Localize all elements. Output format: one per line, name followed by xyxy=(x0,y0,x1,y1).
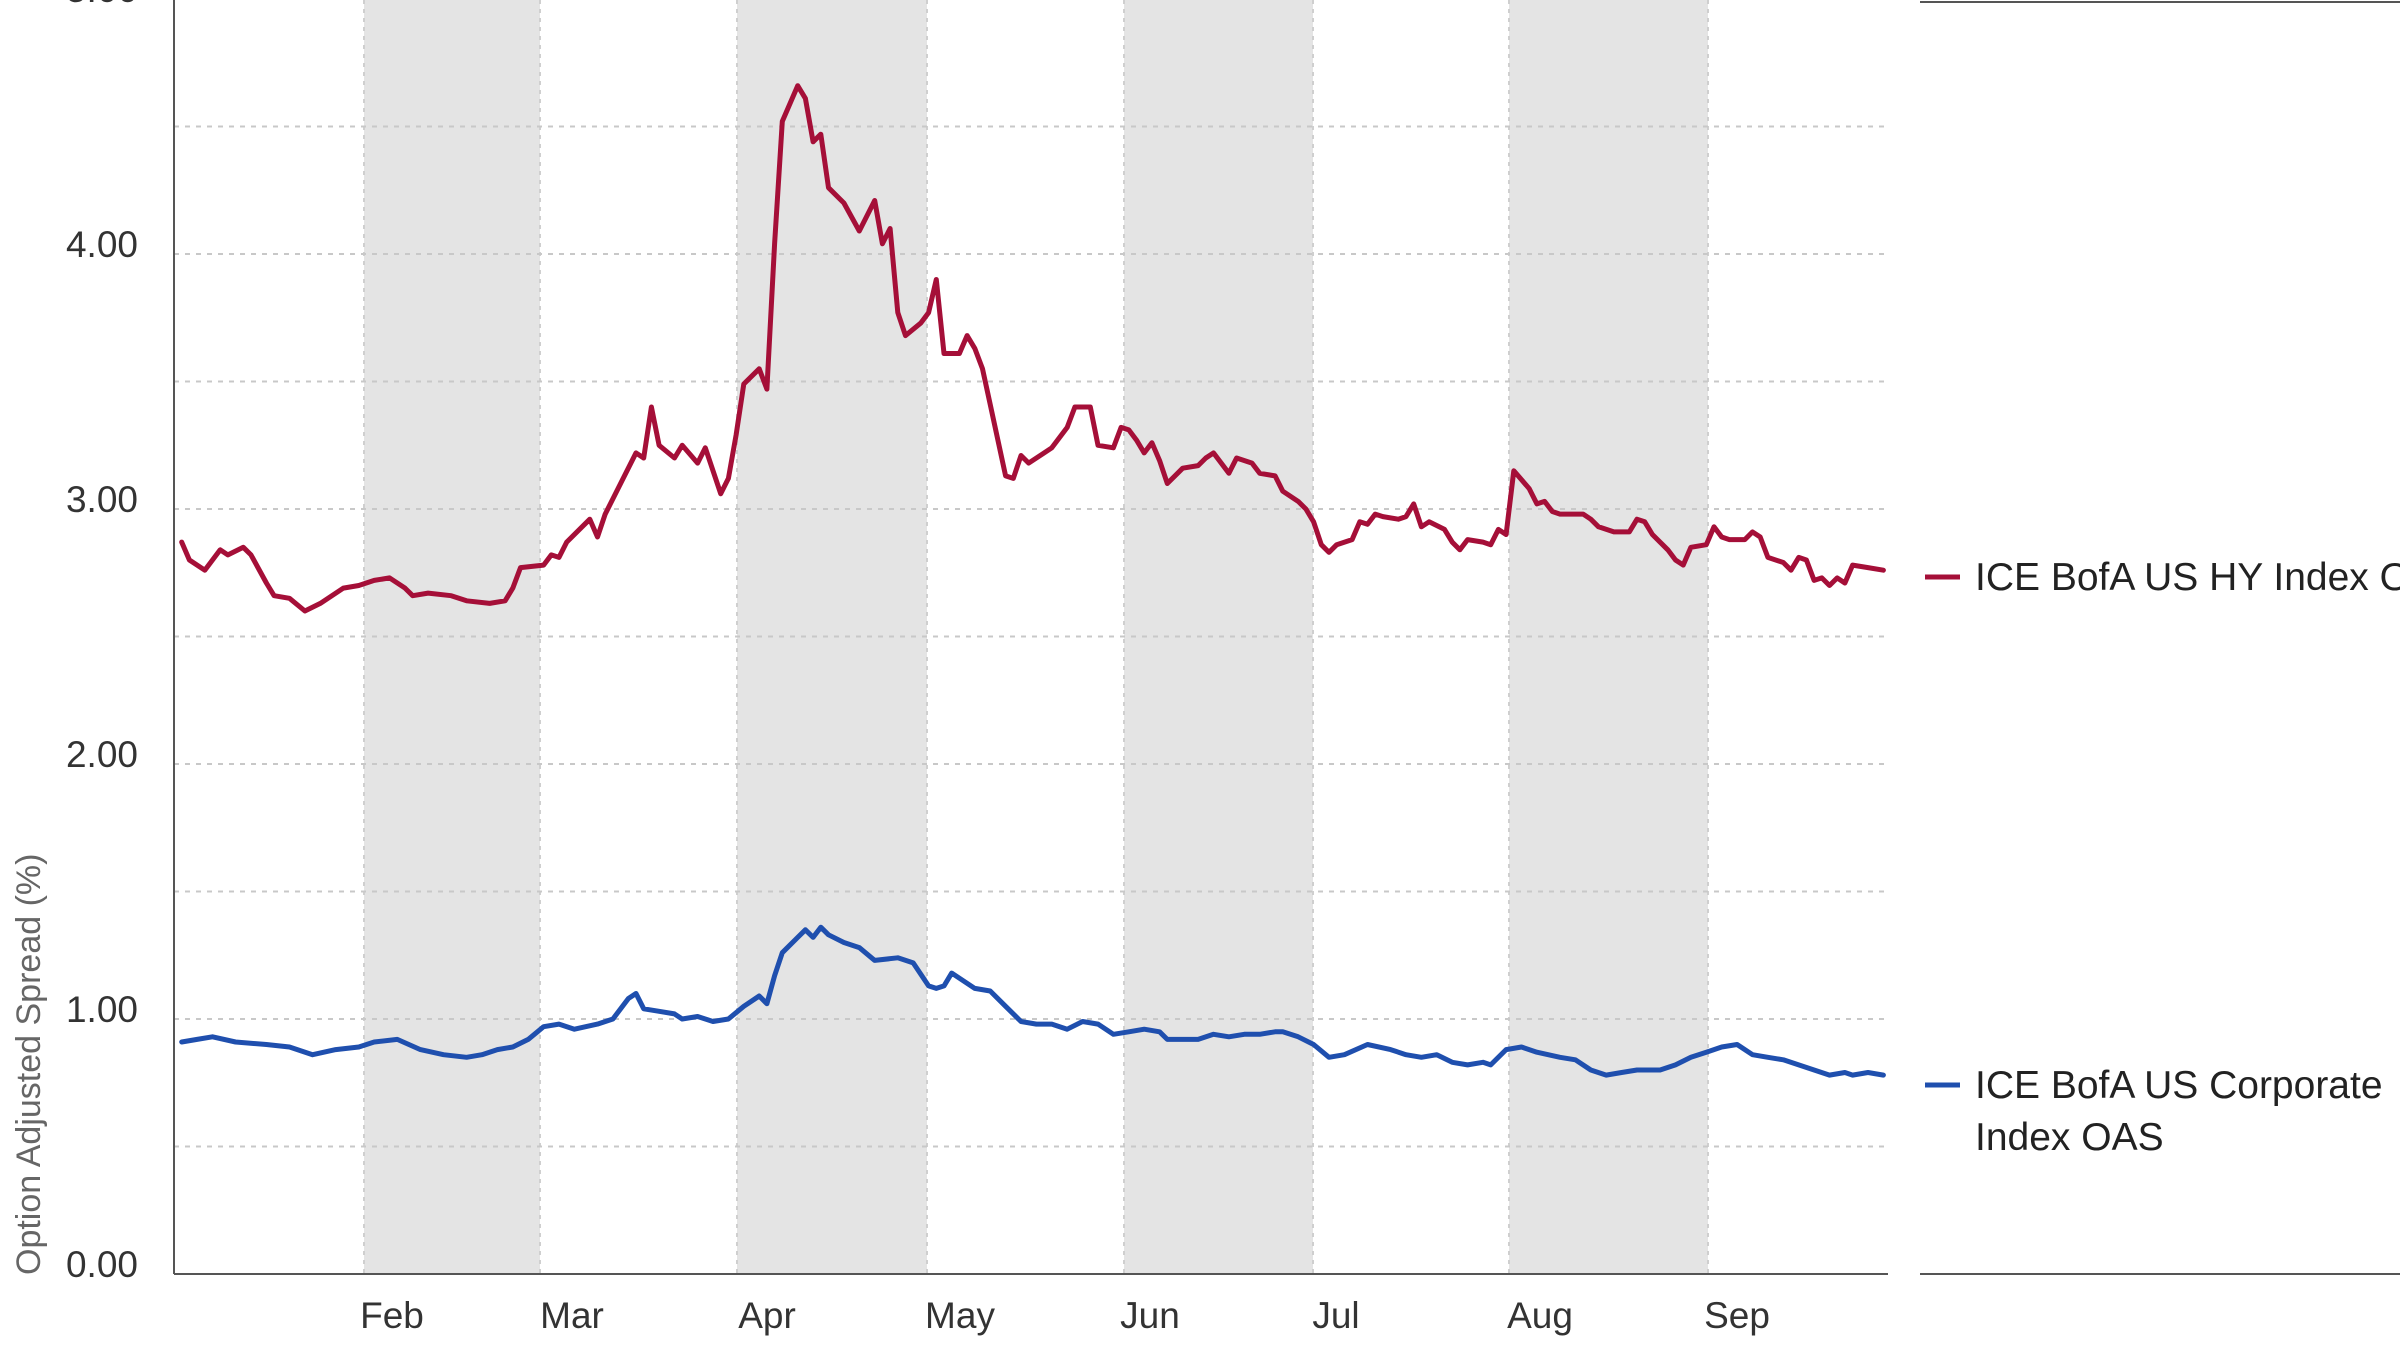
legend-item-corporate: ICE BofA US Corporate Index OAS xyxy=(1925,1064,2393,1159)
month-shading xyxy=(363,0,1709,1274)
x-tick-label-sep: Sep xyxy=(1704,1295,1770,1336)
y-axis-label: Option Adjusted Spread (%) xyxy=(10,854,48,1275)
x-tick-label-jun: Jun xyxy=(1120,1295,1180,1336)
x-tick-label-jul: Jul xyxy=(1312,1295,1359,1336)
legend-label-corporate-line1: ICE BofA US Corporate xyxy=(1975,1064,2383,1107)
x-tick-labels: Feb Mar Apr May Jun Jul Aug Sep xyxy=(360,1295,1770,1336)
series-line-corporate xyxy=(179,924,1886,1078)
x-tick-label-aug: Aug xyxy=(1507,1295,1573,1336)
legend-label-hy: ICE BofA US HY Index OAS xyxy=(1975,556,2400,599)
x-tick-label-may: May xyxy=(925,1295,995,1336)
legend-label-corporate: ICE BofA US Corporate Index OAS xyxy=(1975,1064,2393,1159)
y-tick-label: 4.00 xyxy=(66,224,138,265)
series-lines xyxy=(179,83,1886,1078)
y-tick-label: 3.00 xyxy=(66,479,138,520)
y-tick-labels: 0.00 1.00 2.00 3.00 4.00 5.00 xyxy=(66,0,138,1285)
x-tick-label-feb: Feb xyxy=(360,1295,424,1336)
series-line-hy xyxy=(179,83,1886,614)
legend: ICE BofA US HY Index OAS ICE BofA US Cor… xyxy=(1925,556,2400,1159)
legend-label-corporate-line2: Index OAS xyxy=(1975,1116,2164,1159)
shaded-band-jun xyxy=(1124,0,1313,1274)
x-tick-label-apr: Apr xyxy=(738,1295,796,1336)
y-tick-label: 5.00 xyxy=(66,0,138,10)
axes xyxy=(173,0,2400,1275)
x-tick-label-mar: Mar xyxy=(540,1295,604,1336)
y-tick-label: 1.00 xyxy=(66,989,138,1030)
legend-item-hy: ICE BofA US HY Index OAS xyxy=(1925,556,2400,599)
y-tick-label: 2.00 xyxy=(66,734,138,775)
y-tick-label: 0.00 xyxy=(66,1244,138,1285)
